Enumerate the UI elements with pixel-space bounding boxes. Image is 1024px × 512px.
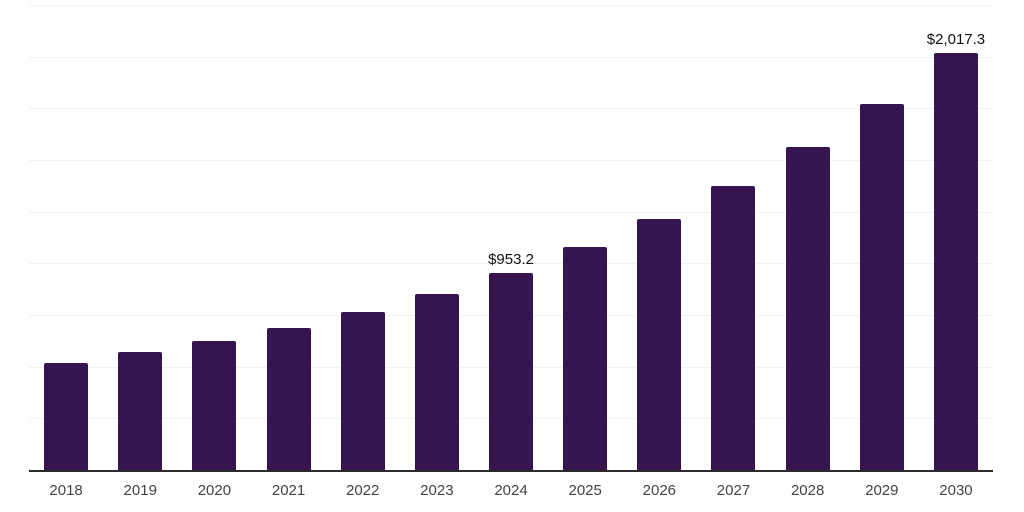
bar-2027 — [711, 186, 756, 470]
gridline — [29, 5, 993, 6]
bar-band — [177, 5, 251, 470]
x-axis-label: 2025 — [568, 482, 602, 499]
x-axis-label: 2022 — [346, 482, 380, 499]
bar-2029 — [859, 104, 904, 470]
bar-value-label: $2,017.3 — [926, 31, 986, 49]
bar-band — [622, 5, 696, 470]
x-axis-label: 2020 — [197, 482, 232, 499]
x-axis-label: 2024 — [494, 482, 528, 499]
x-axis-label: 2030 — [939, 482, 973, 499]
x-axis-label: 2021 — [271, 482, 306, 499]
bar-2030: $2,017.3 — [927, 31, 985, 470]
gridline — [29, 56, 993, 58]
gridline — [29, 160, 993, 161]
bar-band — [845, 5, 919, 470]
bar-2018 — [44, 363, 89, 470]
bar-2024: $953.2 — [488, 251, 534, 470]
x-axis-label: 2023 — [420, 482, 454, 499]
x-axis-label: 2026 — [642, 482, 677, 499]
chart-container: $953.2 $2,017.3 2018 2019 2020 2021 2022 2023 2… — [29, 5, 993, 499]
bar-2019 — [118, 352, 163, 470]
bar-2022 — [340, 311, 385, 470]
bar-band — [251, 5, 325, 470]
bar-band — [326, 5, 400, 470]
bar-value-label: $953.2 — [488, 251, 534, 269]
bar-band — [103, 5, 177, 470]
bars-row: $953.2 $2,017.3 — [29, 5, 993, 470]
x-axis-label: 2029 — [865, 482, 899, 499]
plot-area: $953.2 $2,017.3 — [29, 5, 993, 472]
bar-2021 — [266, 327, 311, 470]
x-axis-labels: 2018 2019 2020 2021 2022 2023 2024 2025 2026 2027… — [29, 482, 993, 499]
bar-2025 — [563, 246, 608, 470]
x-axis-label: 2028 — [790, 482, 825, 499]
x-axis-label: 2018 — [49, 482, 83, 499]
gridline — [29, 211, 993, 213]
gridline — [29, 108, 993, 110]
gridline — [29, 263, 993, 265]
bar-band — [29, 5, 103, 470]
bar-band — [548, 5, 622, 470]
x-axis-label: 2019 — [123, 482, 157, 499]
bar-band — [400, 5, 474, 470]
bar-band — [771, 5, 845, 470]
x-axis-label: 2027 — [716, 482, 751, 499]
bar-2023 — [414, 293, 459, 470]
bar-band — [696, 5, 770, 470]
bar-2028 — [785, 147, 830, 470]
bar-band: $2,017.3 — [919, 5, 993, 470]
bar-2026 — [637, 218, 682, 470]
bar-band: $953.2 — [474, 5, 548, 470]
bar-2020 — [192, 340, 237, 470]
